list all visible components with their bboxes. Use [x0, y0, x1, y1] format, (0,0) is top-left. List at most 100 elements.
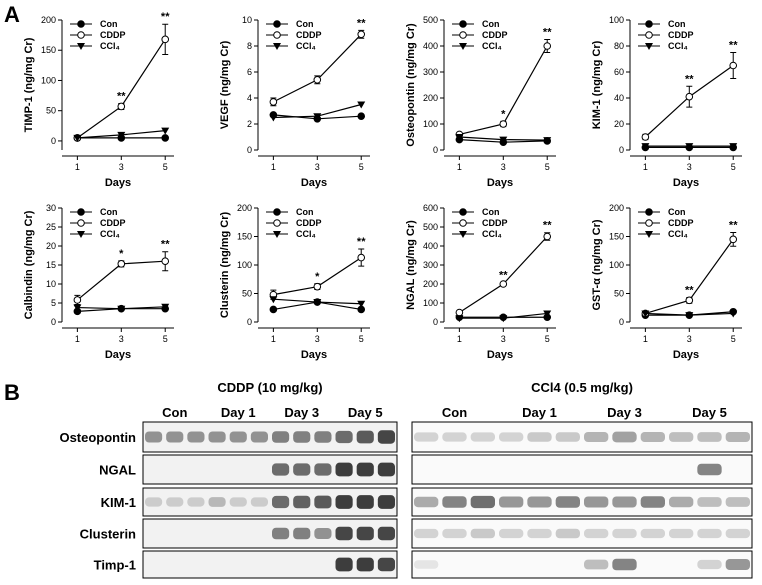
lane-label: Day 1 — [221, 405, 256, 420]
x-tick-label: 1 — [75, 162, 80, 172]
y-tick-label: 10 — [46, 279, 56, 289]
blot-frame — [142, 518, 398, 549]
annotation: ** — [543, 220, 552, 232]
marker — [641, 133, 650, 141]
y-tick-label: 0 — [247, 145, 252, 155]
blot-band — [208, 431, 226, 443]
panel-label: B — [4, 380, 20, 405]
annotation: ** — [161, 11, 170, 23]
legend-label: CCl₄ — [100, 229, 120, 239]
legend-label: Con — [668, 207, 686, 217]
marker — [73, 134, 82, 142]
annotation: * — [315, 271, 320, 283]
y-tick-label: 200 — [423, 279, 438, 289]
legend-marker — [645, 31, 653, 39]
annotation: ** — [685, 73, 694, 85]
annotation: ** — [117, 90, 126, 102]
blot-row-label: KIM-1 — [101, 495, 136, 510]
marker — [685, 92, 694, 101]
x-tick-label: 3 — [501, 334, 506, 344]
legend-marker — [77, 31, 85, 39]
y-tick-label: 100 — [423, 119, 438, 129]
marker — [729, 143, 738, 151]
legend-label: Con — [100, 19, 118, 29]
legend-label: CDDP — [668, 30, 694, 40]
x-tick-label: 1 — [75, 334, 80, 344]
legend-label: CDDP — [296, 30, 322, 40]
x-tick-label: 3 — [119, 162, 124, 172]
marker — [641, 310, 650, 318]
blot-band — [356, 430, 374, 444]
x-axis-label: Days — [487, 349, 513, 361]
blot-band — [272, 431, 290, 443]
blot-band — [377, 557, 395, 572]
legend-marker — [645, 43, 653, 50]
blot-band — [293, 495, 311, 509]
marker — [161, 35, 170, 44]
blot-band — [356, 462, 374, 477]
lane-label: Day 5 — [692, 405, 727, 420]
y-tick-label: 8 — [247, 41, 252, 51]
y-tick-label: 15 — [46, 260, 56, 270]
legend-marker — [645, 231, 653, 238]
blot-band — [527, 528, 552, 539]
blot-band — [166, 497, 184, 507]
blot-band — [229, 497, 247, 507]
x-axis-label: Days — [301, 177, 327, 189]
lane-label: Con — [442, 405, 467, 420]
blot-band — [499, 528, 524, 539]
blot-band — [725, 431, 750, 443]
y-axis-label: TIMP-1 (ng/mg Cr) — [23, 37, 35, 132]
blot-row-label: Osteopontin — [59, 430, 136, 445]
y-tick-label: 0 — [619, 145, 624, 155]
marker — [543, 310, 552, 318]
y-tick-label: 50 — [242, 289, 252, 299]
marker — [729, 235, 738, 244]
blot-band — [314, 528, 332, 539]
legend-label: CDDP — [482, 218, 508, 228]
blot-band — [377, 462, 395, 477]
marker — [357, 30, 366, 39]
blot-band — [555, 528, 580, 539]
blot-band — [314, 431, 332, 443]
blot-band — [640, 496, 665, 508]
x-tick-label: 3 — [119, 334, 124, 344]
y-tick-label: 100 — [41, 75, 56, 85]
marker — [357, 101, 366, 109]
marker — [543, 42, 552, 50]
legend-label: CCl₄ — [296, 41, 316, 51]
y-tick-label: 5 — [51, 298, 56, 308]
x-tick-label: 1 — [271, 334, 276, 344]
marker — [117, 260, 126, 268]
blot-frame — [411, 454, 753, 485]
y-tick-label: 0 — [51, 317, 56, 327]
blot-band — [442, 528, 467, 539]
y-tick-label: 400 — [423, 41, 438, 51]
x-tick-label: 3 — [687, 162, 692, 172]
blot-band — [612, 528, 637, 539]
marker — [313, 76, 322, 84]
blot-band — [442, 432, 467, 442]
blot-band — [414, 432, 439, 442]
x-tick-label: 3 — [501, 162, 506, 172]
blot-band — [584, 559, 609, 570]
legend-label: Con — [296, 19, 314, 29]
x-tick-label: 5 — [163, 162, 168, 172]
y-tick-label: 20 — [46, 241, 56, 251]
lane-label: Day 3 — [284, 405, 319, 420]
y-axis-label: VEGF (ng/mg Cr) — [219, 40, 231, 129]
legend-marker — [77, 219, 85, 227]
y-tick-label: 200 — [237, 203, 252, 213]
lane-label: Day 1 — [522, 405, 557, 420]
marker — [161, 257, 170, 266]
x-axis-label: Days — [301, 349, 327, 361]
annotation: ** — [729, 40, 738, 52]
legend-marker — [459, 20, 467, 28]
y-tick-label: 100 — [423, 298, 438, 308]
legend-marker — [77, 208, 85, 216]
x-tick-label: 5 — [731, 162, 736, 172]
blot-title: CDDP (10 mg/kg) — [217, 380, 322, 395]
y-tick-label: 0 — [619, 317, 624, 327]
legend-marker — [273, 219, 281, 227]
marker — [117, 102, 126, 111]
